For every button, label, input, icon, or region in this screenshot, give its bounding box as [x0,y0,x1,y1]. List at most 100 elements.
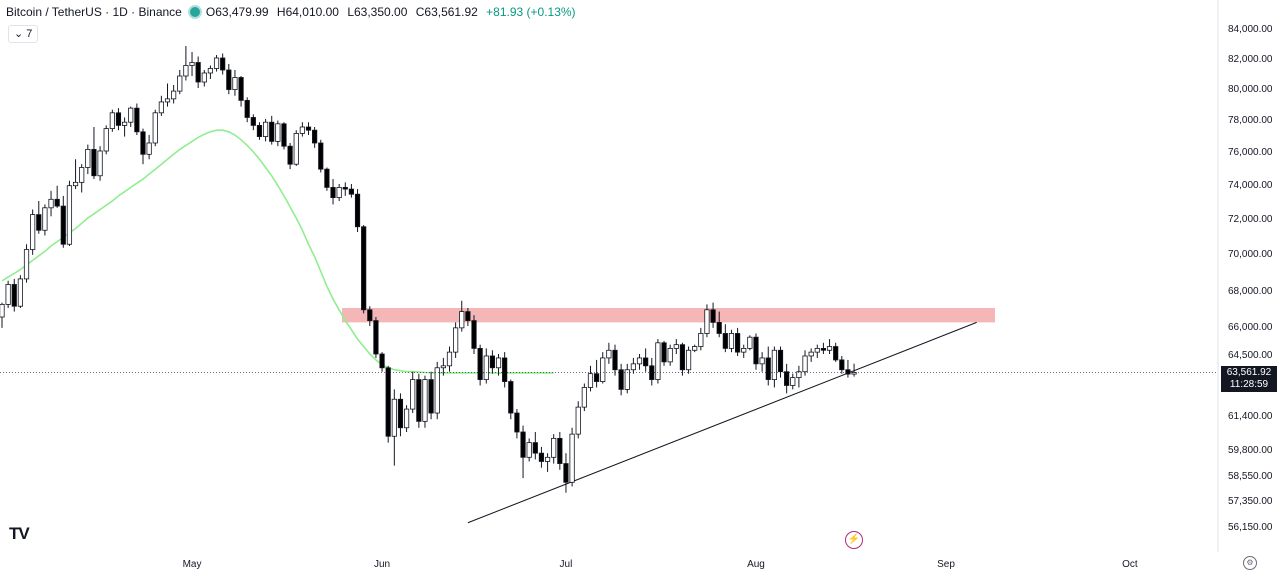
candle [581,383,587,412]
change-value: +81.93 (+0.13%) [486,5,576,19]
candle [262,119,269,142]
candle-body [397,398,404,429]
candle-body [354,193,361,228]
candle [569,427,575,487]
price-tick-label: 58,550.00 [1228,471,1273,482]
time-tick-label: Aug [747,559,765,570]
candle-body [48,198,54,209]
candle [36,201,42,234]
candle-body [771,349,777,380]
candle [128,106,134,127]
candle [440,357,446,376]
candle [753,333,759,370]
candle [177,70,183,95]
candle [140,128,146,165]
resistance-zone [342,308,995,323]
candle-body [367,309,373,321]
candle [606,342,612,364]
settings-gear-icon[interactable]: ⚙ [1243,556,1257,570]
price-tick-label: 68,000.00 [1228,286,1273,297]
price-tick-label: 66,000.00 [1228,322,1273,333]
candle [336,184,342,201]
candle [422,375,428,428]
candle [213,55,220,72]
candle [802,350,808,376]
candle [851,363,857,377]
moving-average-line [1,129,554,374]
candle-body [440,365,446,369]
candle-body [373,320,379,355]
candle-body [489,355,496,369]
candle [122,117,128,137]
candle [348,184,355,198]
symbol-title[interactable]: Bitcoin / TetherUS · 1D · Binance [6,5,182,19]
candle [391,389,397,466]
candle-body [826,346,833,351]
candle [146,135,152,160]
candle-body [753,336,759,365]
open-value: O63,479.99 [205,5,269,19]
ascending-trendline [467,321,977,524]
candle-body [833,346,839,361]
candle [704,304,710,338]
candle [833,342,839,362]
candle-body [532,442,538,454]
candle [747,335,753,351]
candle-body [741,347,747,353]
candle-body [735,333,741,353]
candle [158,95,164,116]
candle [771,346,777,388]
candle [538,446,545,468]
time-axis[interactable]: May Jun Jul Aug Sep Oct [183,559,1138,570]
candle-body [606,349,612,359]
candle [784,363,790,394]
candle [710,302,716,328]
candle-body [220,57,226,71]
candle-body [520,431,526,458]
candle-body [538,452,545,462]
candle-body [655,342,661,380]
candle [250,114,256,131]
flash-icon[interactable]: ⚡ [845,531,863,549]
price-tick-label: 76,000.00 [1228,147,1273,158]
candle [575,401,581,439]
candle-body [207,68,214,74]
candle-body [115,112,122,126]
current-price-label: 63,561.92 11:28:59 [1221,366,1277,392]
candle [502,352,508,388]
candle [183,46,189,81]
chevron-down-icon: ⌄ [14,28,24,40]
candle-body [195,62,201,83]
candle [728,329,735,353]
candle-body [446,351,453,367]
indicators-toggle-button[interactable]: ⌄ 7 [8,25,39,43]
candle [220,53,226,75]
candle [256,122,263,140]
candle [0,302,5,328]
candle-body [428,379,434,414]
candle-body [232,77,238,90]
candle-body [459,311,465,329]
trendline-layer[interactable] [467,321,977,524]
candle [814,344,820,358]
candle-body [60,205,66,245]
candle-body [618,369,624,390]
candle-body [391,398,397,437]
candle-body [514,412,520,433]
candle-body [845,369,851,375]
candle [30,209,36,255]
candle-body [164,98,171,103]
candle [465,308,471,326]
candle-body [704,309,710,334]
candle-body [814,347,820,353]
candle [171,85,177,104]
candle [195,56,201,88]
candle-body [361,226,367,311]
price-axis[interactable]: 84,000.00 82,000.00 80,000.00 78,000.00 76,0… [1228,24,1273,533]
price-tick-label: 82,000.00 [1228,54,1273,65]
candle-body [201,72,207,83]
tradingview-logo-icon[interactable]: TV [9,524,30,543]
candle [379,352,385,372]
candle-body [403,408,410,429]
